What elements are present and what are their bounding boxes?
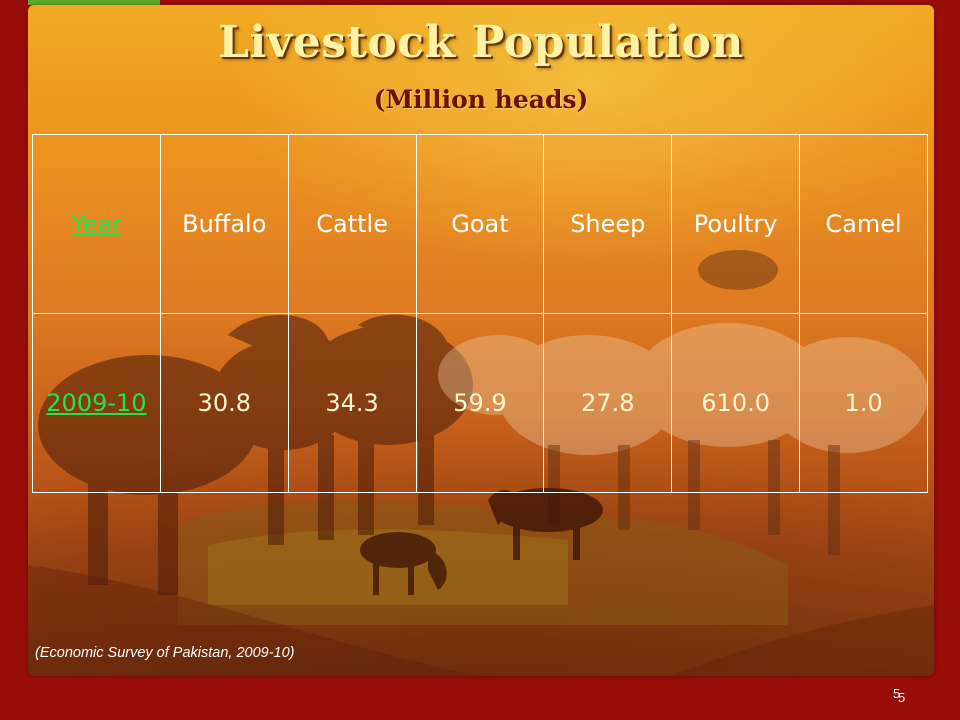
livestock-table: Year Buffalo Cattle Goat Sheep Poultry C… <box>32 134 928 493</box>
value-sheep: 27.8 <box>543 313 673 493</box>
slide-title: Livestock Population <box>218 17 744 68</box>
header-goat: Goat <box>415 134 545 314</box>
value-buffalo: 30.8 <box>159 313 289 493</box>
source-citation: (Economic Survey of Pakistan, 2009-10) <box>35 645 295 661</box>
value-camel: 1.0 <box>799 313 928 493</box>
value-poultry: 610.0 <box>671 313 801 493</box>
header-camel: Camel <box>799 134 928 314</box>
header-sheep: Sheep <box>543 134 673 314</box>
accent-bar <box>28 0 160 5</box>
value-goat: 59.9 <box>415 313 545 493</box>
header-buffalo: Buffalo <box>159 134 289 314</box>
slide-subtitle: (Million heads) <box>373 85 589 114</box>
page-number-overlay: 5 <box>898 690 906 705</box>
year-2009-10-link[interactable]: 2009-10 <box>32 313 161 493</box>
header-year-link[interactable]: Year <box>32 134 161 314</box>
value-cattle: 34.3 <box>287 313 417 493</box>
table-row: 2009-10 30.8 34.3 59.9 27.8 610.0 1.0 <box>32 313 928 493</box>
header-cattle: Cattle <box>287 134 417 314</box>
slide-panel: Livestock Population (Million heads) Yea… <box>28 5 934 676</box>
header-poultry: Poultry <box>671 134 801 314</box>
page-number-primary: 5 <box>893 686 901 701</box>
table-header-row: Year Buffalo Cattle Goat Sheep Poultry C… <box>32 134 928 314</box>
